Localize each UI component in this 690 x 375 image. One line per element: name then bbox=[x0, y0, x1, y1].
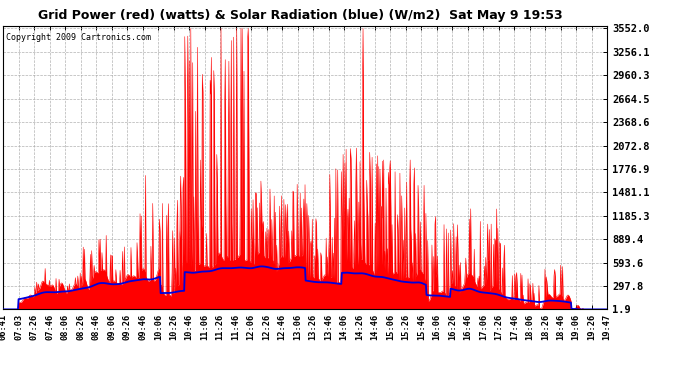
Text: Grid Power (red) (watts) & Solar Radiation (blue) (W/m2)  Sat May 9 19:53: Grid Power (red) (watts) & Solar Radiati… bbox=[38, 9, 562, 22]
Text: Copyright 2009 Cartronics.com: Copyright 2009 Cartronics.com bbox=[6, 33, 152, 42]
